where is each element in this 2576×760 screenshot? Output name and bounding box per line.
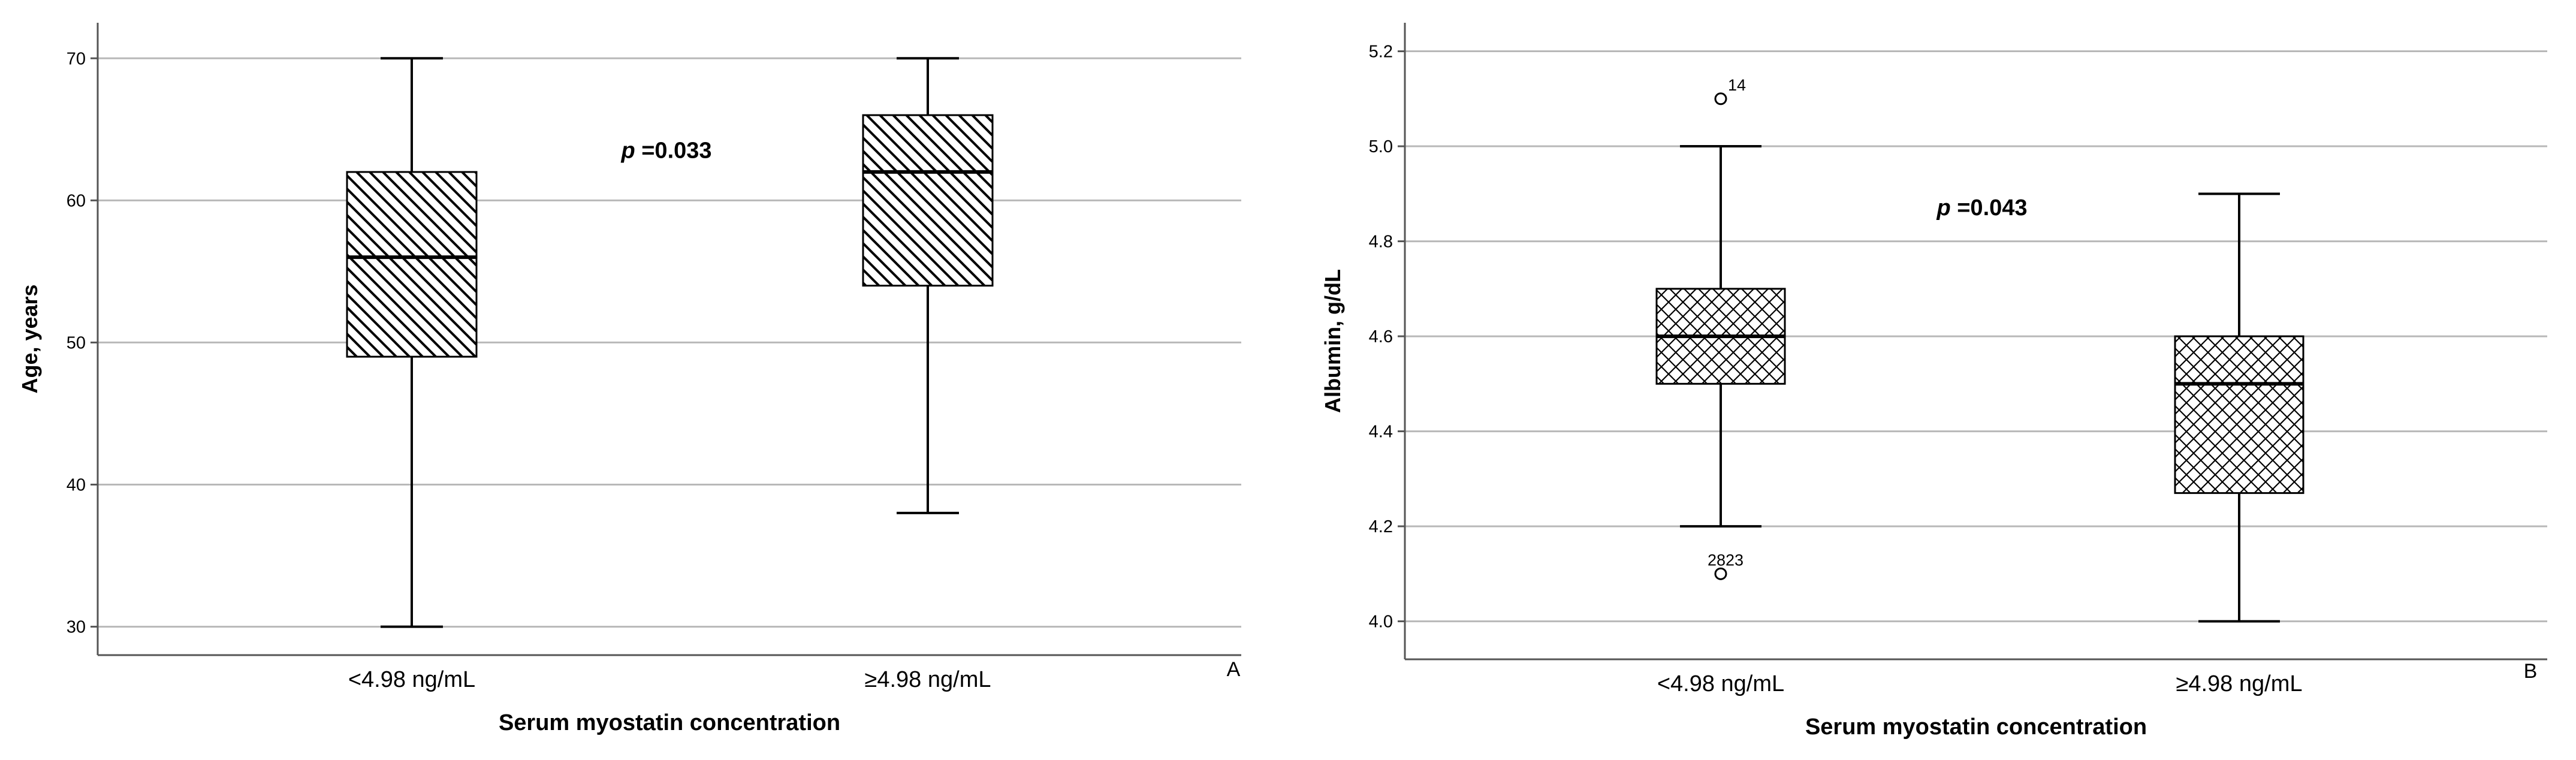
x-axis-title: Serum myostatin concentration [499,710,840,735]
box-plot-1 [346,57,478,628]
chart-panel-a: 30 40 50 60 70 Age, years <4.98 ng/mL ≥4.98 ng/… [17,23,1241,735]
y-tick-label: 4.6 [1369,327,1393,346]
outlier-point [1714,92,1727,105]
p-symbol: p [1936,195,1950,221]
panel-label: B [2524,660,2538,683]
box-plot-2 [862,57,994,514]
outlier-label: 14 [1728,76,1746,94]
y-tick-label: 60 [67,191,86,210]
chart-panel-b: 4.0 4.2 4.4 4.6 4.8 5.0 5.2 Albumin, g/dL <4.98 … [1320,23,2547,740]
outlier-label: 2823 [1708,551,1744,569]
x-axis-title: Serum myostatin concentration [1805,714,2147,740]
y-tick-label: 70 [67,49,86,68]
box-plot-1: 14 2823 [1655,76,1786,580]
y-axis-title: Age, years [17,284,42,393]
iqr-box [346,171,478,358]
y-tick-label: 4.2 [1369,517,1393,536]
p-value-text: =0.033 [635,138,712,163]
p-value-annotation: p =0.043 [1936,195,2027,221]
y-axis-title: Albumin, g/dL [1320,269,1345,413]
box-plot-2 [2174,192,2304,623]
y-tick-label: 4.0 [1369,613,1393,632]
panel-label: A [1227,658,1241,681]
y-tick-label: 4.8 [1369,233,1393,252]
y-tick-label: 5.2 [1369,43,1393,62]
p-value-text: =0.043 [1951,195,2028,221]
iqr-box [2174,335,2304,494]
x-tick-label: <4.98 ng/mL [348,667,475,692]
iqr-box [862,114,994,287]
x-tick-label: ≥4.98 ng/mL [865,667,991,692]
y-tick-label: 30 [67,618,86,637]
y-tick-label: 4.4 [1369,423,1393,442]
p-symbol: p [620,138,635,163]
y-tick-label: 5.0 [1369,137,1393,156]
y-tick-label: 40 [67,476,86,495]
x-tick-label: ≥4.98 ng/mL [2176,671,2303,696]
y-tick-label: 50 [67,333,86,352]
p-value-annotation: p =0.033 [620,138,711,163]
x-tick-label: <4.98 ng/mL [1657,671,1784,696]
outlier-point [1714,567,1727,580]
